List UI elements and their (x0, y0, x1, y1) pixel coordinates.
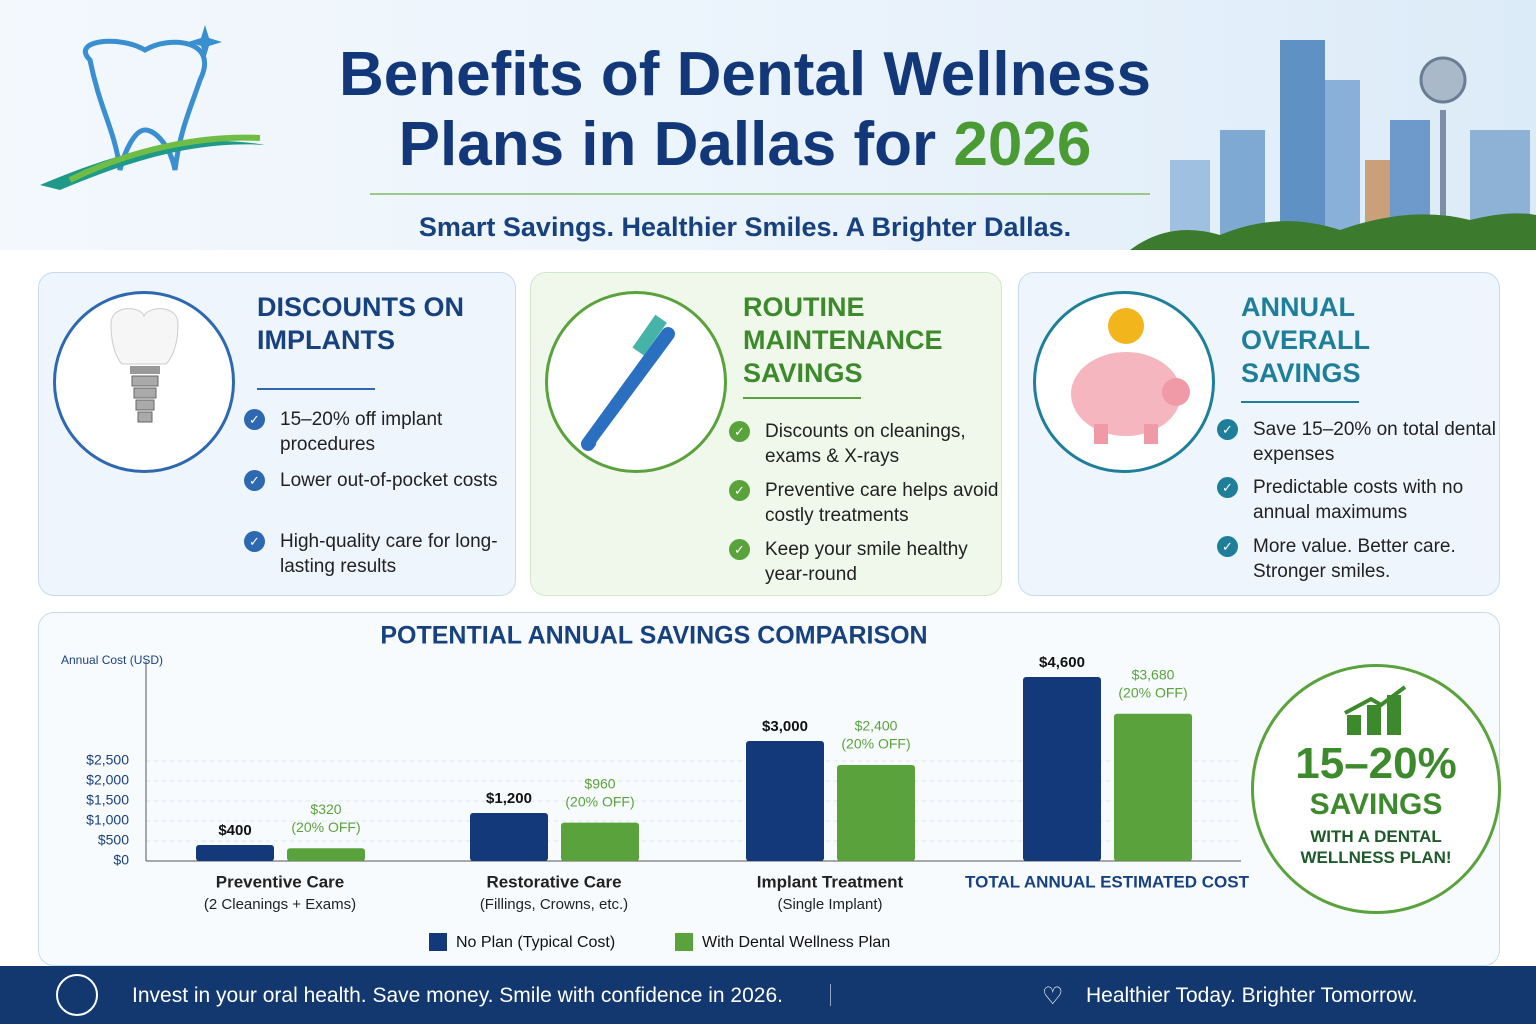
x-tick-label: Implant Treatment (757, 872, 904, 891)
y-tick-label: $500 (98, 832, 129, 848)
footer-icon (56, 974, 98, 1016)
bar (746, 741, 824, 861)
bullet-text: High-quality care for long-lasting resul… (280, 531, 498, 577)
card: ANNUAL OVERALL SAVINGS ✓ Save 15–20% on t… (1018, 272, 1500, 596)
icon (545, 291, 727, 473)
icon (53, 291, 235, 473)
bullet: ✓ Lower out-of-pocket costs (244, 468, 530, 493)
x-tick-label: Restorative Care (486, 872, 621, 891)
bullet: ✓ Preventive care helps avoid costly trea… (729, 478, 1015, 528)
value-label: $3,000 (762, 718, 808, 735)
card-title: ROUTINE MAINTENANCE SAVINGS (743, 292, 943, 388)
y-tick-label: $1,500 (86, 792, 129, 808)
badge-sub: WITH A DENTAL WELLNESS PLAN! (1300, 827, 1452, 867)
card-title: ANNUAL OVERALL SAVINGS (1241, 292, 1370, 388)
rule (1241, 401, 1359, 403)
card: DISCOUNTS ON IMPLANTS ✓ 15–20% off implan… (38, 272, 516, 596)
y-tick-label: $2,500 (86, 752, 129, 768)
legend-swatch (429, 933, 447, 951)
value-note: (20% OFF) (291, 819, 360, 835)
badge-icon (1344, 685, 1407, 735)
bullet: ✓ Keep your smile healthy year-round (729, 537, 1015, 587)
y-tick-label: $0 (113, 852, 129, 868)
bullet-text: Lower out-of-pocket costs (280, 470, 498, 491)
bullet-text: Preventive care helps avoid costly treat… (765, 480, 999, 526)
title-line: Benefits of Dental Wellness (339, 40, 1151, 109)
divider (370, 193, 1150, 195)
bullet: ✓ Predictable costs with no annual maximu… (1217, 475, 1503, 525)
x-tick-sublabel: (Fillings, Crowns, etc.) (480, 896, 628, 913)
footer-icon: ♡ (1042, 983, 1064, 1010)
bullet: ✓ Discounts on cleanings, exams & X-rays (729, 419, 1015, 469)
title-year: 2026 (953, 110, 1092, 179)
chart: POTENTIAL ANNUAL SAVINGS COMPARISON Annua… (61, 622, 1250, 952)
bullet-text: Discounts on cleanings, exams & X-rays (765, 421, 966, 467)
title-line: Plans in Dallas for 2026 (260, 112, 1230, 178)
x-tick-sublabel: (2 Cleanings + Exams) (204, 896, 356, 913)
bar (287, 848, 365, 861)
chart-title: POTENTIAL ANNUAL SAVINGS COMPARISON (380, 622, 927, 650)
bar (196, 845, 274, 861)
bullet: ✓ 15–20% off implant procedures (244, 407, 530, 457)
bullet-text: Keep your smile healthy year-round (765, 539, 968, 585)
rule (743, 397, 861, 399)
value-label: $3,680 (1132, 667, 1175, 683)
bar (561, 822, 639, 861)
badge-headline: 15–20% (1295, 739, 1457, 788)
y-axis-label: Annual Cost (USD) (61, 653, 163, 667)
bar (1023, 677, 1101, 861)
bar (1114, 713, 1192, 861)
x-tick-sublabel: (Single Implant) (777, 896, 882, 913)
footer-message: Invest in your oral health. Save money. … (132, 984, 783, 1007)
y-tick-label: $1,000 (86, 812, 129, 828)
legend-label: No Plan (Typical Cost) (456, 934, 615, 951)
badge: 15–20% SAVINGS WITH A DENTAL WELLNESS PL… (1251, 664, 1501, 914)
value-label: $320 (310, 801, 341, 817)
bullet: ✓ More value. Better care. Stronger smile… (1217, 534, 1503, 584)
value-label: $960 (584, 775, 615, 791)
card-title: DISCOUNTS ON IMPLANTS (257, 292, 465, 355)
header: Benefits of Dental Wellness Plans in Dal… (0, 0, 1536, 250)
bar (470, 813, 548, 861)
bullet-text: Predictable costs with no annual maximum… (1253, 477, 1464, 523)
bar (837, 765, 915, 861)
title-text: Plans in Dallas for (398, 110, 937, 179)
card: ROUTINE MAINTENANCE SAVINGS ✓ Discounts o… (530, 272, 1002, 596)
badge-line: SAVINGS (1309, 788, 1443, 821)
bullet-text: Save 15–20% on total dental expenses (1253, 419, 1496, 465)
y-tick-label: $2,000 (86, 772, 129, 788)
icon (1033, 291, 1215, 473)
value-label: $4,600 (1039, 654, 1085, 671)
skyline (1130, 40, 1536, 250)
value-note: (20% OFF) (1118, 685, 1187, 701)
bullet: ✓ Save 15–20% on total dental expenses (1217, 417, 1503, 467)
value-label: $1,200 (486, 790, 532, 807)
rule (257, 388, 375, 390)
value-note: (20% OFF) (565, 793, 634, 809)
bullet: ✓ High-quality care for long-lasting resu… (244, 529, 530, 579)
x-tick-label: TOTAL ANNUAL ESTIMATED COST (965, 872, 1250, 891)
bullet-text: 15–20% off implant procedures (280, 409, 443, 455)
value-label: $400 (218, 822, 251, 839)
x-tick-label: Preventive Care (216, 872, 345, 891)
legend-label: With Dental Wellness Plan (702, 934, 890, 951)
separator (830, 984, 831, 1006)
value-label: $2,400 (855, 718, 898, 734)
subtitle: Smart Savings. Healthier Smiles. A Brigh… (418, 212, 1072, 242)
footer: Invest in your oral health. Save money. … (0, 966, 1536, 1024)
bullet-text: More value. Better care. Stronger smiles… (1253, 536, 1456, 582)
value-note: (20% OFF) (841, 736, 910, 752)
footer-tagline: Healthier Today. Brighter Tomorrow. (1086, 984, 1418, 1007)
tooth-logo (40, 25, 265, 190)
legend-swatch (675, 933, 693, 951)
